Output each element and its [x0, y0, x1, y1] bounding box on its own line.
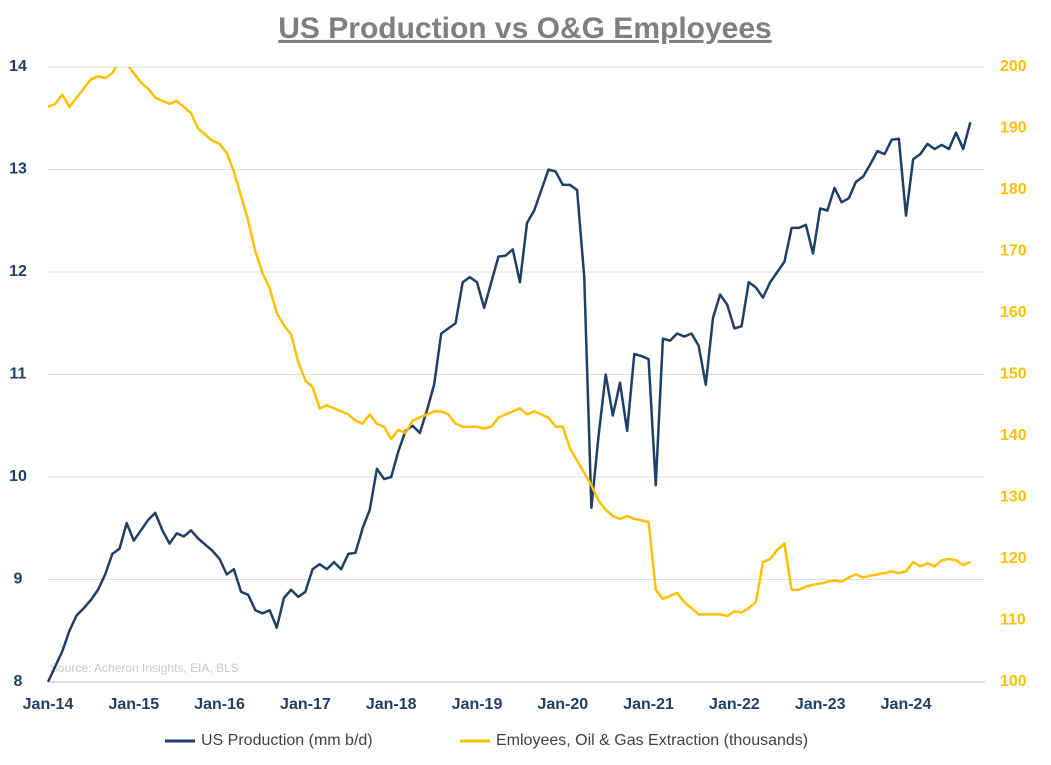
y2-tick-label: 120: [1000, 550, 1027, 567]
legend-label: US Production (mm b/d): [201, 732, 373, 749]
legend-label: Emloyees, Oil & Gas Extraction (thousand…: [496, 732, 808, 749]
x-tick-label: Jan-22: [709, 696, 760, 713]
y2-tick-label: 150: [1000, 366, 1027, 383]
y-tick-label: 13: [9, 161, 27, 178]
x-tick-label: Jan-24: [881, 696, 932, 713]
y2-tick-label: 140: [1000, 427, 1027, 444]
y-tick-label: 9: [14, 571, 23, 588]
y-tick-label: 8: [14, 673, 23, 690]
x-tick-label: Jan-14: [23, 696, 74, 713]
x-tick-label: Jan-20: [537, 696, 588, 713]
x-tick-label: Jan-16: [194, 696, 245, 713]
series-line: [46, 122, 972, 682]
y2-tick-label: 180: [1000, 181, 1027, 198]
x-tick-label: Jan-23: [795, 696, 846, 713]
y2-tick-label: 170: [1000, 243, 1027, 260]
x-tick-label: Jan-19: [452, 696, 503, 713]
source-note: Source: Acheron Insights, EIA, BLS: [50, 661, 239, 675]
y-tick-label: 10: [9, 468, 27, 485]
y2-tick-label: 160: [1000, 304, 1027, 321]
y-tick-label: 11: [10, 366, 27, 383]
y2-tick-label: 200: [1000, 58, 1027, 75]
x-tick-label: Jan-17: [280, 696, 331, 713]
x-tick-label: Jan-18: [366, 696, 417, 713]
y2-tick-label: 100: [1000, 673, 1027, 690]
y2-tick-label: 130: [1000, 489, 1027, 506]
x-tick-label: Jan-15: [108, 696, 159, 713]
y-tick-label: 14: [9, 58, 27, 75]
series-line: [47, 67, 971, 618]
y2-tick-label: 110: [1000, 612, 1026, 629]
chart-title: US Production vs O&G Employees: [278, 12, 771, 45]
x-tick-label: Jan-21: [623, 696, 674, 713]
y-tick-label: 12: [9, 263, 27, 280]
y2-tick-label: 190: [1000, 120, 1027, 137]
